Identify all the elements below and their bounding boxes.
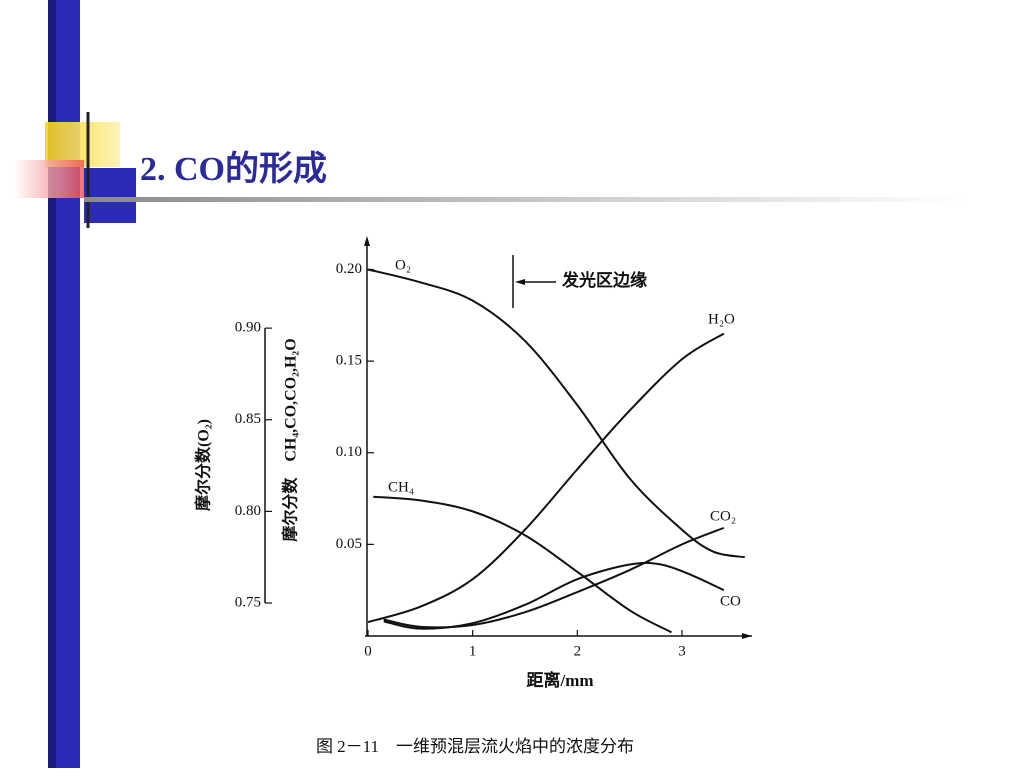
y2-tick-label: 0.75 [235,594,261,610]
series-line [373,495,672,634]
y2-tick-label: 0.80 [235,503,261,519]
x-tick-label: 2 [574,643,582,659]
y2-tick-label: 0.85 [235,411,261,427]
chart: 0 1 2 3 0.05 0.10 0.15 0.20 0.75 0.80 0.85 0.90 距离/m… [194,236,752,690]
y-axis-arrow [364,236,370,246]
slide-title: 2. CO的形成 [140,150,327,188]
y-tick-label: 0.05 [336,536,362,552]
y2-tick-label: 0.90 [235,320,261,336]
annotation: 发光区边缘 [561,270,647,290]
y-tick-label: 0.20 [336,261,362,277]
series-label: CH₄ [388,479,414,495]
y-tick-label: 0.10 [336,444,362,460]
red-square [14,160,84,198]
x-tick-label: 3 [678,643,686,659]
series-line [383,526,725,629]
y-tick-label: 0.15 [336,353,362,369]
x-axis-arrow [742,633,752,639]
series-line [383,561,725,630]
series-line [367,268,745,559]
annotation-arrowhead [515,279,525,285]
y2-axis-label: 摩尔分数(O₂) [194,419,213,511]
series-line [367,332,725,624]
title-rule [84,197,964,202]
x-tick-label: 0 [364,643,372,659]
x-axis-label: 距离/mm [526,670,593,690]
x-tick-label: 1 [469,643,477,659]
series-label: CO [720,593,741,609]
y-axis-label: 摩尔分数 CH₄,CO,CO₂,H₂O [281,338,300,541]
yellow-square [45,122,120,167]
series-label: CO₂ [710,508,736,524]
blue-square [84,168,136,223]
caption: 图 2－11 一维预混层流火焰中的浓度分布 [316,737,634,756]
side-bar-shade [48,0,56,768]
series-label: O₂ [395,257,411,273]
series-label: H₂O [708,311,735,327]
